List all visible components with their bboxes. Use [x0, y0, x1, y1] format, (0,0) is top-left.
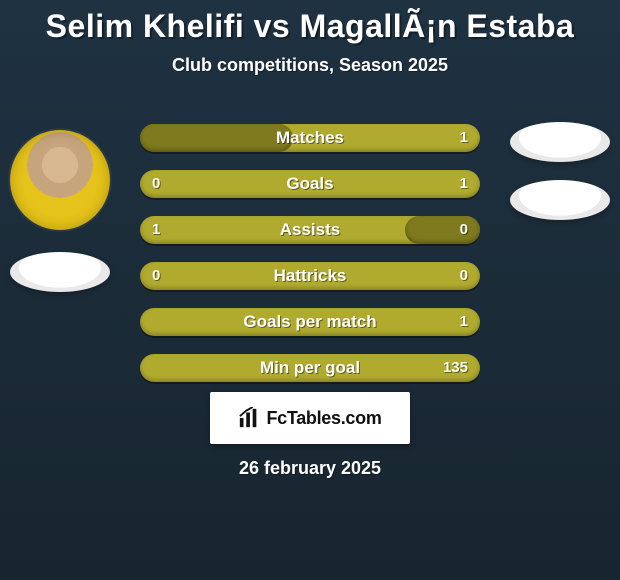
- stat-value-right: 0: [460, 216, 468, 244]
- stat-bar: 135Min per goal: [140, 354, 480, 382]
- chart-bars-icon: [238, 407, 260, 429]
- stat-value-right: 1: [460, 308, 468, 336]
- stat-value-right: 1: [460, 170, 468, 198]
- stat-bar: 1Goals per match: [140, 308, 480, 336]
- stat-bar-fill-right: [405, 216, 480, 244]
- stat-value-right: 135: [443, 354, 468, 382]
- stat-value-right: 0: [460, 262, 468, 290]
- fctables-logo-text: FcTables.com: [266, 408, 381, 429]
- right-player-placeholder-ellipse-2: [510, 180, 610, 220]
- stat-value-left: 0: [152, 170, 160, 198]
- stat-bar: 1Matches: [140, 124, 480, 152]
- infographic-date: 26 february 2025: [0, 458, 620, 479]
- stat-label: Hattricks: [140, 262, 480, 290]
- page-subtitle: Club competitions, Season 2025: [0, 55, 620, 76]
- stat-label: Goals per match: [140, 308, 480, 336]
- stat-value-right: 1: [460, 124, 468, 152]
- right-player-placeholder-ellipse-1: [510, 122, 610, 162]
- page-title: Selim Khelifi vs MagallÃ¡n Estaba: [0, 0, 620, 45]
- stat-label: Min per goal: [140, 354, 480, 382]
- stats-bar-group: 1Matches01Goals10Assists00Hattricks1Goal…: [140, 124, 480, 400]
- left-player-placeholder-ellipse: [10, 252, 110, 292]
- right-player-column: [500, 110, 620, 220]
- stat-bar-fill-left: [140, 124, 293, 152]
- left-player-column: [0, 110, 120, 292]
- stat-bar: 10Assists: [140, 216, 480, 244]
- stat-bar: 0 0Hattricks: [140, 262, 480, 290]
- footer-group: FcTables.com 26 february 2025: [0, 388, 620, 479]
- stat-label: Goals: [140, 170, 480, 198]
- stat-value-left: 0: [152, 262, 160, 290]
- stat-bar: 0 1Goals: [140, 170, 480, 198]
- fctables-logo-plate: FcTables.com: [210, 392, 410, 444]
- stat-value-left: 1: [152, 216, 160, 244]
- left-player-avatar: [10, 130, 110, 230]
